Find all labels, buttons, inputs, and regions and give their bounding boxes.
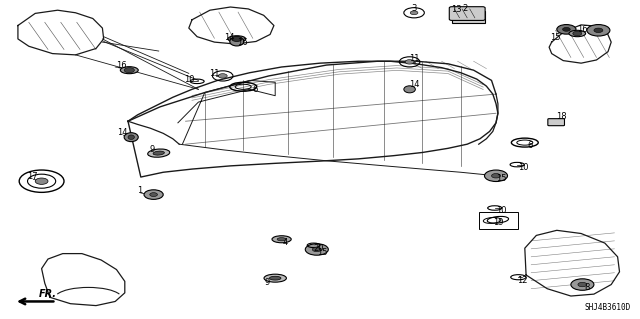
FancyBboxPatch shape xyxy=(479,212,518,229)
Text: 14: 14 xyxy=(224,33,234,42)
Circle shape xyxy=(587,25,610,36)
Text: 15: 15 xyxy=(550,33,561,41)
Circle shape xyxy=(484,170,508,182)
Text: 18: 18 xyxy=(556,112,566,121)
Text: 13: 13 xyxy=(451,5,461,14)
Text: SHJ4B3610D: SHJ4B3610D xyxy=(584,303,630,312)
Ellipse shape xyxy=(128,135,134,139)
Text: 16: 16 xyxy=(116,61,127,70)
Text: 11: 11 xyxy=(410,54,420,63)
FancyBboxPatch shape xyxy=(548,119,564,126)
Ellipse shape xyxy=(264,274,287,282)
Text: 12: 12 xyxy=(517,276,527,285)
Text: 14: 14 xyxy=(117,128,127,137)
Circle shape xyxy=(594,28,603,33)
Ellipse shape xyxy=(228,36,246,42)
Circle shape xyxy=(405,60,414,64)
Circle shape xyxy=(305,244,328,255)
Text: 16: 16 xyxy=(237,38,247,47)
Circle shape xyxy=(578,282,587,287)
Ellipse shape xyxy=(277,238,286,241)
Circle shape xyxy=(144,190,163,199)
Circle shape xyxy=(312,247,321,252)
Text: 20: 20 xyxy=(314,244,324,253)
Circle shape xyxy=(571,279,594,290)
Text: 4: 4 xyxy=(283,238,288,247)
Text: 9: 9 xyxy=(149,145,154,154)
Circle shape xyxy=(150,193,157,197)
Ellipse shape xyxy=(269,276,281,280)
Text: 19: 19 xyxy=(493,219,503,227)
Text: 15: 15 xyxy=(317,248,327,257)
Circle shape xyxy=(218,74,227,78)
Text: 9: 9 xyxy=(265,278,270,287)
Text: 14: 14 xyxy=(410,80,420,89)
Circle shape xyxy=(563,27,570,31)
Ellipse shape xyxy=(120,67,138,74)
Text: 16: 16 xyxy=(577,25,588,33)
Text: 17: 17 xyxy=(27,172,37,181)
Text: 8: 8 xyxy=(585,283,590,292)
FancyBboxPatch shape xyxy=(449,7,485,20)
Text: 3: 3 xyxy=(412,4,417,13)
Text: 11: 11 xyxy=(209,69,220,78)
Circle shape xyxy=(410,11,418,15)
Circle shape xyxy=(492,174,500,178)
Ellipse shape xyxy=(272,236,291,243)
Ellipse shape xyxy=(148,149,170,157)
Circle shape xyxy=(232,36,242,41)
Text: 10: 10 xyxy=(518,163,529,172)
Text: FR.: FR. xyxy=(39,289,57,299)
Text: 6: 6 xyxy=(527,141,532,150)
Ellipse shape xyxy=(230,37,244,46)
Ellipse shape xyxy=(124,133,138,142)
Ellipse shape xyxy=(153,151,164,155)
Circle shape xyxy=(573,31,582,36)
Text: 6: 6 xyxy=(252,85,257,94)
Text: 15: 15 xyxy=(496,174,506,183)
Circle shape xyxy=(557,25,576,34)
Text: 10: 10 xyxy=(496,206,506,215)
Circle shape xyxy=(35,178,48,184)
Text: 10: 10 xyxy=(184,75,195,84)
Circle shape xyxy=(124,68,134,73)
Ellipse shape xyxy=(404,86,415,93)
Ellipse shape xyxy=(569,30,586,37)
FancyBboxPatch shape xyxy=(452,11,485,23)
Text: 1: 1 xyxy=(137,186,142,195)
Text: 2: 2 xyxy=(462,4,467,13)
